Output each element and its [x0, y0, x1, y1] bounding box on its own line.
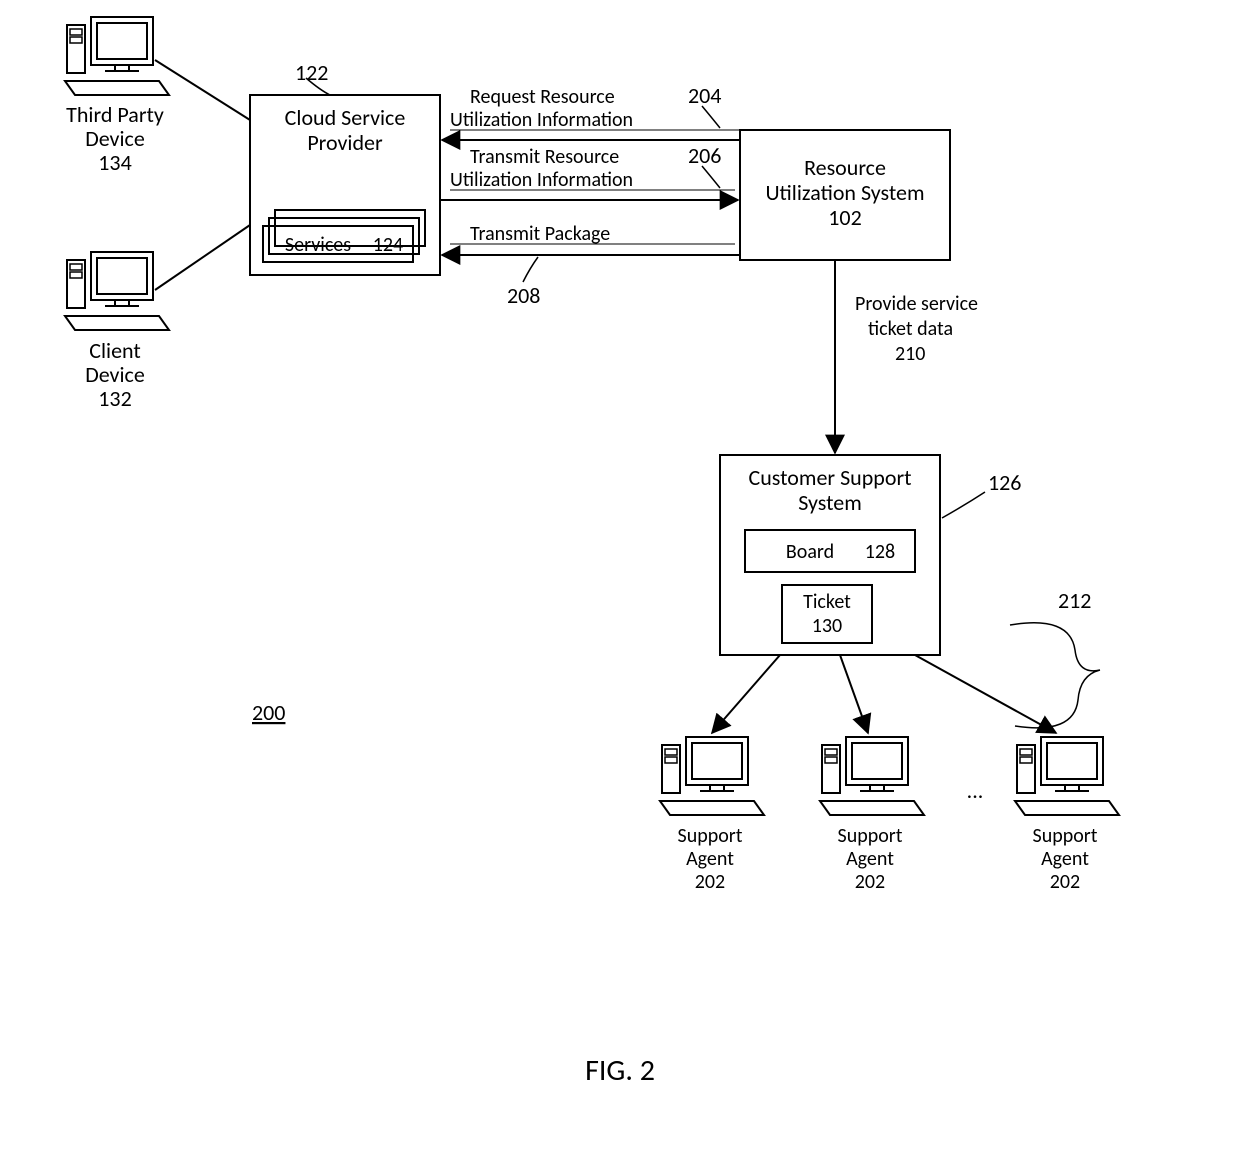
css-title-1: Customer Support — [749, 464, 912, 491]
svg-text:Agent: Agent — [1041, 847, 1089, 871]
svg-text:Support: Support — [838, 824, 903, 848]
curly-ref: 212 — [1058, 587, 1091, 614]
diagram-canvas: Third Party Device 134 Client Device 132… — [0, 0, 1240, 1160]
css-title-2: System — [798, 489, 862, 516]
req-l2: Utilization Information — [450, 108, 633, 132]
edge-request: Request Resource Utilization Information… — [442, 82, 740, 140]
resource-title-1: Resource — [804, 154, 886, 181]
figure-caption: FIG. 2 — [585, 1052, 655, 1089]
edge-transmit-info: Transmit Resource Utilization Informatio… — [440, 142, 738, 200]
tinfo-l1: Transmit Resource — [470, 145, 619, 169]
resource-ref: 102 — [828, 204, 861, 231]
client-ref: 132 — [98, 385, 131, 412]
provide-ref: 210 — [895, 342, 925, 366]
services-title: Services — [285, 233, 351, 257]
edge-thirdparty-cloud — [155, 60, 250, 120]
board-ref: 128 — [865, 540, 895, 564]
third-party-label-1: Third Party — [66, 101, 164, 128]
support-agent-2: Support Agent 202 — [820, 737, 924, 894]
client-label-1: Client — [89, 337, 141, 364]
third-party-ref: 134 — [98, 149, 131, 176]
curly-212: 212 — [1010, 587, 1100, 728]
edge-transmit-package: Transmit Package 208 — [442, 222, 740, 309]
third-party-device: Third Party Device 134 — [65, 17, 169, 176]
svg-text:202: 202 — [855, 870, 885, 894]
cloud-service-provider-box: Cloud Service Provider 122 Services 124 — [250, 59, 440, 275]
tpkg-l1: Transmit Package — [470, 222, 610, 246]
svg-text:Agent: Agent — [686, 847, 734, 871]
cloud-title-2: Provider — [307, 129, 383, 156]
client-device: Client Device 132 — [65, 252, 169, 412]
resource-utilization-box: Resource Utilization System 102 — [740, 130, 950, 260]
svg-text:Support: Support — [1033, 824, 1098, 848]
support-agent-3: Support Agent 202 — [1015, 737, 1119, 894]
css-ref: 126 — [988, 469, 1021, 496]
svg-text:Support: Support — [678, 824, 743, 848]
edge-provide: Provide service ticket data 210 — [835, 260, 978, 453]
resource-title-2: Utilization System — [765, 179, 924, 206]
third-party-label-2: Device — [85, 125, 145, 152]
edge-css-agent3 — [915, 655, 1056, 733]
client-label-2: Device — [85, 361, 145, 388]
provide-l1: Provide service — [855, 292, 978, 316]
support-agent-1: Support Agent 202 — [660, 737, 764, 894]
page-ref: 200 — [252, 699, 285, 726]
edge-client-cloud — [155, 225, 250, 290]
cloud-title-1: Cloud Service — [285, 104, 406, 131]
svg-text:Agent: Agent — [846, 847, 894, 871]
tpkg-ref: 208 — [507, 282, 540, 309]
ticket-title: Ticket — [803, 590, 851, 614]
board-title: Board — [786, 540, 834, 564]
ticket-ref: 130 — [812, 614, 842, 638]
edge-css-agent1 — [712, 655, 780, 733]
ellipsis: ... — [967, 777, 984, 804]
customer-support-system-box: Customer Support System 126 Board 128 Ti… — [720, 455, 1021, 655]
provide-l2: ticket data — [868, 317, 953, 341]
edge-css-agent2 — [840, 655, 868, 733]
svg-text:202: 202 — [695, 870, 725, 894]
req-l1: Request Resource — [470, 85, 615, 109]
svg-text:202: 202 — [1050, 870, 1080, 894]
tinfo-ref: 206 — [688, 142, 721, 169]
tinfo-l2: Utilization Information — [450, 168, 633, 192]
services-ref: 124 — [373, 233, 403, 257]
req-ref: 204 — [688, 82, 721, 109]
